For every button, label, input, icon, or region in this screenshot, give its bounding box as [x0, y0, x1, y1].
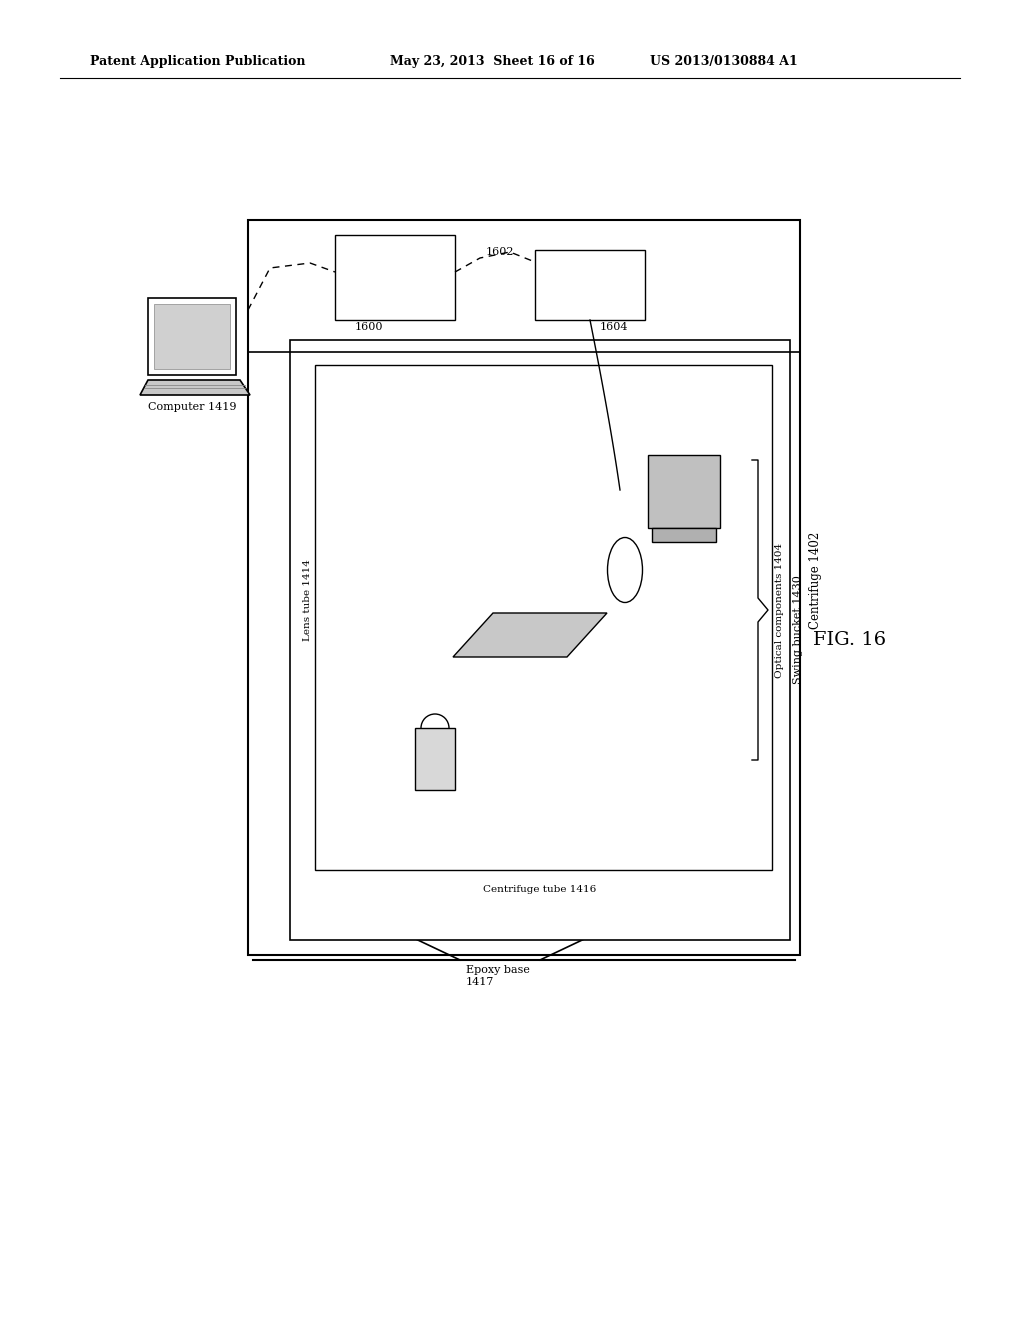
- Text: Patent Application Publication: Patent Application Publication: [90, 55, 305, 69]
- Bar: [148, 298, 236, 375]
- Text: Media
converter: Media converter: [564, 272, 615, 292]
- Ellipse shape: [607, 537, 642, 602]
- Text: 1602: 1602: [485, 247, 514, 257]
- Text: Optical components 1404: Optical components 1404: [774, 543, 783, 677]
- Text: LED: LED: [373, 747, 395, 756]
- Text: Fiber optic
rotary joint: Fiber optic rotary joint: [366, 265, 425, 285]
- Bar: [652, 528, 716, 543]
- Bar: [648, 455, 720, 528]
- Bar: [535, 249, 645, 319]
- Text: Detector: Detector: [574, 451, 620, 461]
- Text: Lens tube 1414: Lens tube 1414: [303, 560, 312, 642]
- Text: 1406: 1406: [369, 730, 395, 739]
- Text: 1604: 1604: [600, 322, 629, 333]
- Text: 1412: 1412: [594, 436, 620, 445]
- Bar: [248, 220, 800, 954]
- Polygon shape: [453, 612, 607, 657]
- Bar: [154, 304, 230, 370]
- Text: 1410: 1410: [546, 544, 572, 553]
- Text: 1600: 1600: [355, 322, 384, 333]
- Text: Centrifuge 1402: Centrifuge 1402: [809, 532, 821, 628]
- Text: US 2013/0130884 A1: US 2013/0130884 A1: [650, 55, 798, 69]
- Bar: [315, 366, 772, 870]
- Text: Lens: Lens: [547, 561, 572, 569]
- Polygon shape: [140, 380, 250, 395]
- Text: Swing bucket 1430: Swing bucket 1430: [793, 576, 803, 685]
- Text: Epoxy base
1417: Epoxy base 1417: [466, 965, 529, 987]
- Text: May 23, 2013  Sheet 16 of 16: May 23, 2013 Sheet 16 of 16: [390, 55, 595, 69]
- Text: FIG. 16: FIG. 16: [813, 631, 887, 649]
- Text: Chamber: Chamber: [430, 597, 478, 605]
- Bar: [290, 341, 790, 940]
- Text: 1408: 1408: [430, 620, 457, 630]
- Bar: [415, 729, 455, 789]
- Text: Centrifuge tube 1416: Centrifuge tube 1416: [483, 884, 597, 894]
- Text: Computer 1419: Computer 1419: [147, 403, 237, 412]
- Bar: [335, 235, 455, 319]
